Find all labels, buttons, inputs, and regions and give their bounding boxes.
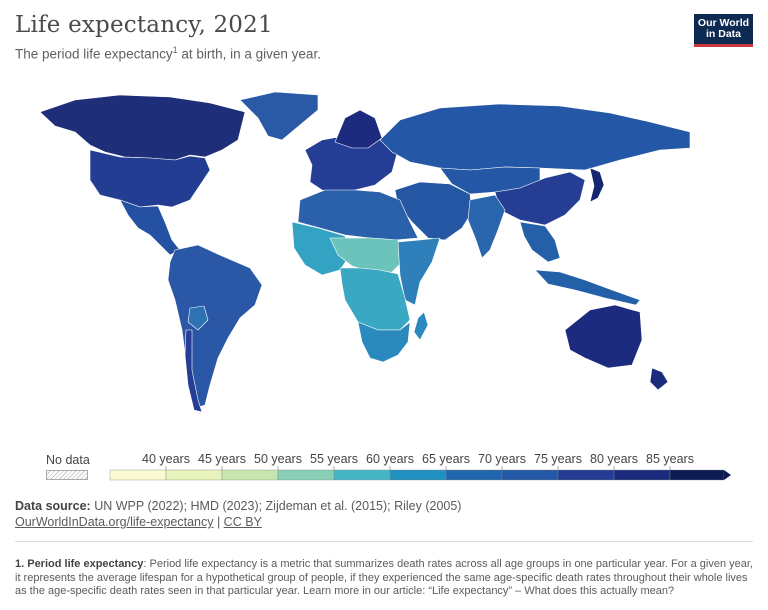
legend-tick-label: 60 years [366, 452, 414, 466]
legend-bin[interactable] [109, 469, 167, 481]
region-scandinavia[interactable] [334, 109, 383, 149]
region-greenland[interactable] [239, 91, 319, 141]
region-chile[interactable] [184, 329, 203, 413]
legend-bin[interactable] [333, 469, 391, 481]
region-southeast-asia[interactable] [534, 269, 641, 306]
source-links: OurWorldInData.org/life-expectancy | CC … [15, 515, 262, 529]
footnote-marker[interactable]: 1 [172, 45, 178, 55]
region-bolivia[interactable] [187, 305, 209, 331]
legend-bin[interactable] [221, 469, 279, 481]
region-south-asia[interactable] [467, 194, 506, 259]
life-expectancy-link[interactable]: OurWorldInData.org/life-expectancy [15, 515, 214, 529]
legend-bin[interactable] [669, 469, 725, 481]
legend-bin[interactable] [389, 469, 447, 481]
legend-tick-label: 80 years [590, 452, 638, 466]
region-southern-africa[interactable] [413, 311, 429, 341]
divider [15, 541, 753, 542]
color-legend[interactable]: 40 years 45 years 50 years 55 years 60 years… [0, 440, 768, 490]
legend-tick-label: 40 years [142, 452, 190, 466]
legend-bin[interactable] [277, 469, 335, 481]
region-china[interactable] [494, 171, 586, 226]
region-usa[interactable] [89, 149, 211, 208]
legend-bin[interactable] [557, 469, 615, 481]
legend-tick-label: 50 years [254, 452, 302, 466]
chart-title: Life expectancy, 2021 [15, 12, 273, 38]
owid-logo[interactable]: Our World in Data [694, 14, 753, 47]
data-source: Data source: UN WPP (2022); HMD (2023); … [15, 499, 462, 513]
region-russia[interactable] [379, 103, 691, 171]
region-japan[interactable] [589, 167, 605, 203]
legend-tick-label: 65 years [422, 452, 470, 466]
region-east-africa[interactable] [397, 237, 441, 306]
no-data-label: No data [46, 453, 90, 467]
world-map[interactable] [0, 0, 768, 440]
legend-bin[interactable] [613, 469, 671, 481]
region-south-america[interactable] [167, 244, 263, 409]
footnote: 1. Period life expectancy: Period life e… [15, 558, 753, 597]
legend-bin[interactable] [445, 469, 503, 481]
region-central-america[interactable] [119, 199, 181, 256]
region-central-africa[interactable] [339, 267, 411, 331]
legend-tick-label: 85 years [646, 452, 694, 466]
legend-tick-label: 70 years [478, 452, 526, 466]
legend-arrow [724, 470, 731, 480]
no-data-swatch[interactable] [46, 470, 88, 480]
legend-bin[interactable] [501, 469, 559, 481]
region-sahel[interactable] [329, 237, 403, 273]
legend-bin[interactable] [165, 469, 223, 481]
region-southern-africa[interactable] [357, 321, 411, 363]
region-australia[interactable] [564, 304, 643, 369]
legend-tick-label: 75 years [534, 452, 582, 466]
region-southeast-asia[interactable] [519, 221, 561, 263]
region-north-america[interactable] [39, 94, 246, 161]
chart-subtitle: The period life expectancy1 at birth, in… [15, 45, 321, 62]
region-north-africa[interactable] [297, 189, 419, 241]
legend-tick-label: 55 years [310, 452, 358, 466]
license-link[interactable]: CC BY [223, 515, 262, 529]
legend-tick-label: 45 years [198, 452, 246, 466]
region-new-zealand[interactable] [649, 367, 669, 391]
